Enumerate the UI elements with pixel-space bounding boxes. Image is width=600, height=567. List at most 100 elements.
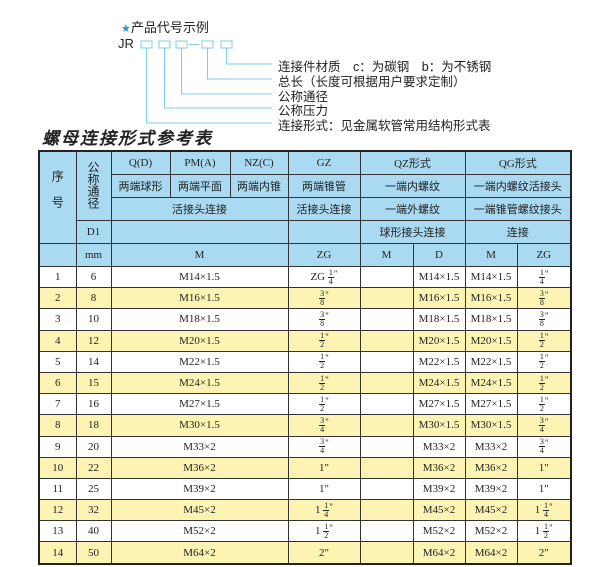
- cell-qz-m: [359, 287, 414, 310]
- denominator: 2: [539, 361, 544, 371]
- cell-dn: 20: [75, 435, 112, 458]
- table-row: 1 6 M14×1.5 ZG 1 4 " M14×1.5 M14×1.5 1 4 ": [38, 265, 572, 289]
- header-shape: 两端锥管: [287, 174, 361, 198]
- denominator: 2: [320, 340, 325, 350]
- header-unit: M: [464, 243, 518, 267]
- header-unit: M: [359, 243, 414, 267]
- cell-seq: 9: [38, 435, 77, 458]
- header-unit: M: [110, 243, 289, 267]
- cell-dn: 8: [75, 287, 112, 310]
- cell-qg-zg: 1 2 ": [516, 329, 572, 352]
- cell-qg-zg: 1 2 ": [516, 393, 572, 416]
- denominator: 8: [539, 297, 544, 307]
- cell-qz-m: [359, 265, 414, 289]
- cell-qz-m: [359, 477, 414, 501]
- denominator: 2: [539, 403, 544, 413]
- header-dn: 公称通径: [75, 150, 112, 221]
- cell-qz-d: M52×2: [412, 520, 466, 543]
- numerator: 1: [543, 500, 550, 511]
- zg-whole: 1: [315, 524, 321, 537]
- zg-text: 2": [319, 546, 329, 559]
- table-row: 10 22 M36×2 1" M36×2 M36×2 1": [38, 456, 572, 479]
- inch-mark: ": [329, 501, 333, 512]
- table-row: 9 20 M33×2 3 4 " M33×2 M33×2 3 4 ": [38, 435, 572, 458]
- cell-qz-m: [359, 371, 414, 395]
- cell-qz-m: [359, 329, 414, 352]
- numerator: 3: [538, 288, 545, 299]
- numerator: 1: [538, 331, 545, 342]
- cell-qg-m: M33×2: [464, 435, 518, 458]
- numerator: 1: [538, 373, 545, 384]
- denominator: 4: [324, 509, 329, 519]
- numerator: 1: [323, 521, 330, 532]
- inch-mark: ": [544, 268, 549, 279]
- cell-gz-zg: 1": [287, 456, 361, 479]
- numerator: 1: [319, 352, 326, 363]
- header-shape: 一端内螺纹: [359, 174, 466, 198]
- cell-m: M39×2: [110, 477, 289, 501]
- inch-mark: ": [325, 416, 329, 427]
- cell-gz-zg: 1 1 4 ": [287, 499, 361, 522]
- qg-whole: 1: [534, 524, 541, 537]
- cell-qz-d: M45×2: [412, 499, 466, 522]
- inch-mark: ": [325, 395, 329, 406]
- cell-qg-zg: 3 8 ": [516, 287, 572, 310]
- cell-qg-m: M36×2: [464, 456, 518, 479]
- cell-m: M52×2: [110, 520, 289, 543]
- inch-mark: ": [544, 374, 549, 385]
- denominator: 2: [539, 382, 544, 392]
- cell-qg-zg: 1": [516, 477, 572, 501]
- cell-qg-zg: 1 2 ": [516, 371, 572, 395]
- denominator: 4: [544, 509, 549, 519]
- label-diameter: 公称通径: [278, 90, 329, 104]
- inch-mark: ": [549, 522, 553, 533]
- header-type: PM(A): [169, 150, 231, 175]
- cell-qg-m: M22×1.5: [464, 350, 518, 373]
- qg-whole: 1: [534, 503, 541, 516]
- cell-seq: 13: [38, 520, 77, 543]
- inch-mark: ": [544, 353, 549, 364]
- code-box: [220, 40, 233, 49]
- cell-qz-m: [359, 499, 414, 522]
- cell-m: M64×2: [110, 541, 289, 565]
- header-mm: mm: [75, 243, 112, 267]
- cell-seq: 14: [38, 541, 77, 565]
- code-box: [175, 40, 188, 49]
- zg-prefix: ZG: [310, 270, 326, 283]
- table-row: 7 16 M27×1.5 1 2 " M27×1.5 M27×1.5 1 2 ": [38, 393, 572, 416]
- cell-qg-zg: 1 1 2 ": [516, 520, 572, 543]
- denominator: 4: [320, 446, 325, 456]
- denominator: 2: [320, 403, 325, 413]
- header-empty: [110, 220, 289, 244]
- cell-qz-d: M22×1.5: [412, 350, 466, 373]
- cell-qg-m: M18×1.5: [464, 308, 518, 331]
- cell-m: M30×1.5: [110, 414, 289, 437]
- cell-gz-zg: 3 4 ": [287, 435, 361, 458]
- code-box: [158, 40, 171, 49]
- denominator: 2: [539, 340, 544, 350]
- cell-qg-zg: 3 4 ": [516, 435, 572, 458]
- cell-seq: 6: [38, 371, 77, 395]
- leader-line: [181, 48, 272, 95]
- cell-qz-m: [359, 393, 414, 416]
- cell-m: M14×1.5: [110, 265, 289, 289]
- cell-m: M22×1.5: [110, 350, 289, 373]
- cell-seq: 7: [38, 393, 77, 416]
- denominator: 8: [539, 318, 544, 328]
- table-row: 4 12 M20×1.5 1 2 " M20×1.5 M20×1.5 1 2 ": [38, 329, 572, 352]
- denominator: 4: [328, 276, 333, 286]
- cell-qz-d: M64×2: [412, 541, 466, 565]
- header-conn: 活接头连接: [287, 197, 361, 221]
- table-row: 8 18 M30×1.5 3 4 " M30×1.5 M30×1.5 3 4 ": [38, 414, 572, 437]
- zg-text: 1": [319, 461, 329, 474]
- header-unit: ZG: [516, 243, 572, 267]
- cell-dn: 10: [75, 308, 112, 331]
